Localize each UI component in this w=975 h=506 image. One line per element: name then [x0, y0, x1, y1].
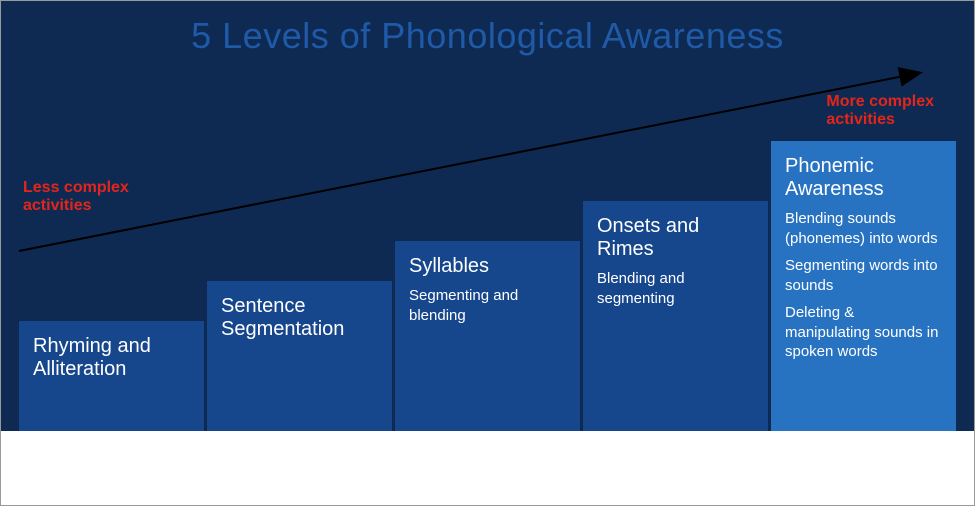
step-2: Sentence Segmentation	[207, 281, 392, 431]
step-desc: Blending and segmenting	[597, 269, 754, 316]
step-title: Sentence Segmentation	[221, 295, 378, 341]
step-title: Rhyming and Alliteration	[33, 335, 190, 381]
step-1: Rhyming and Alliteration	[19, 321, 204, 431]
step-4: Onsets and Rimes Blending and segmenting	[583, 201, 768, 431]
slide-title: 5 Levels of Phonological Awareness	[1, 15, 974, 57]
step-title: Syllables	[409, 255, 566, 278]
step-desc: Blending sounds (phonemes) into wordsSeg…	[785, 209, 942, 370]
step-title: Onsets and Rimes	[597, 215, 754, 261]
step-title: Phonemic Awareness	[785, 155, 942, 201]
step-5: Phonemic Awareness Blending sounds (phon…	[771, 141, 956, 431]
step-3: Syllables Segmenting and blending	[395, 241, 580, 431]
slide-canvas: 5 Levels of Phonological Awareness Less …	[1, 1, 974, 431]
step-desc: Segmenting and blending	[409, 286, 566, 333]
staircase: Rhyming and Alliteration Sentence Segmen…	[19, 141, 956, 431]
more-complex-label: More complexactivities	[826, 93, 934, 130]
